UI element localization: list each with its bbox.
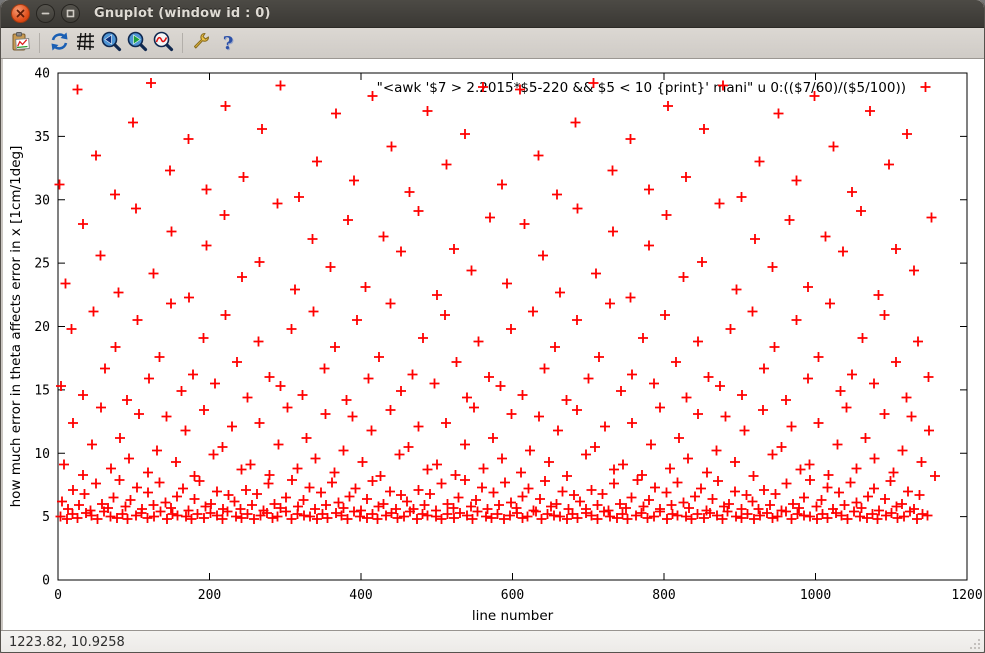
y-tick-label: 30	[34, 193, 50, 208]
zoom-next-button[interactable]	[124, 30, 150, 56]
plot-key-title: "<awk '$7 > 2.2015*$5-220 && $5 < 10 {pr…	[377, 80, 906, 96]
y-tick-label: 10	[34, 447, 50, 462]
zoom-previous-icon	[101, 31, 122, 55]
autoscale-button[interactable]	[150, 30, 176, 56]
help-icon: ?	[223, 33, 234, 54]
cursor-coordinates: 1223.82, 10.9258	[9, 635, 125, 650]
x-tick-label: 400	[349, 588, 372, 603]
autoscale-icon	[153, 31, 174, 55]
x-tick-label: 0	[54, 588, 62, 603]
toolbar-separator	[39, 33, 40, 53]
minimize-icon	[41, 9, 50, 18]
x-tick-label: 800	[652, 588, 675, 603]
help-button[interactable]: ?	[215, 30, 241, 56]
status-bar: 1223.82, 10.9258	[1, 630, 984, 653]
zoom-previous-button[interactable]	[98, 30, 124, 56]
plot-canvas[interactable]: 0 200 400 600 800 1000 1200 0 5 10 15 20 25 30 35 40 "<a…	[1, 59, 985, 630]
copy-plot-to-clipboard-icon	[10, 31, 31, 55]
close-icon	[16, 9, 25, 18]
y-tick-label: 15	[34, 383, 50, 398]
title-bar[interactable]: Gnuplot (window id : 0)	[1, 0, 984, 28]
resize-grip[interactable]	[968, 637, 982, 651]
toolbar: ?	[1, 28, 984, 59]
minimize-button[interactable]	[36, 4, 55, 23]
x-tick-label: 200	[198, 588, 221, 603]
y-tick-label: 25	[34, 257, 50, 272]
copy-to-clipboard-button[interactable]	[7, 30, 33, 56]
x-axis-label: line number	[472, 608, 554, 624]
y-tick-label: 5	[42, 510, 50, 525]
y-tick-label: 0	[42, 574, 50, 589]
y-axis-label: how much error in theta affects error in…	[8, 146, 24, 508]
y-tick-label: 35	[34, 130, 50, 145]
toggle-grid-button[interactable]	[72, 30, 98, 56]
plot-svg: 0 200 400 600 800 1000 1200 0 5 10 15 20 25 30 35 40 "<a…	[3, 59, 984, 630]
x-tick-label: 1000	[800, 588, 831, 603]
replot-button[interactable]	[46, 30, 72, 56]
maximize-icon	[66, 9, 75, 18]
window-buttons	[11, 4, 80, 23]
zoom-next-icon	[127, 31, 148, 55]
configure-button[interactable]	[189, 30, 215, 56]
toolbar-separator	[182, 33, 183, 53]
y-tick-label: 20	[34, 320, 50, 335]
window-title: Gnuplot (window id : 0)	[94, 6, 271, 21]
configure-wrench-icon	[192, 31, 213, 55]
scatter-points	[55, 78, 941, 524]
toggle-grid-icon	[75, 31, 96, 55]
close-button[interactable]	[11, 4, 30, 23]
x-tick-label: 1200	[951, 588, 982, 603]
x-tick-label: 600	[501, 588, 524, 603]
y-tick-label: 40	[34, 67, 50, 82]
replot-refresh-icon	[49, 31, 70, 55]
gnuplot-window: Gnuplot (window id : 0)	[0, 0, 985, 653]
maximize-button[interactable]	[61, 4, 80, 23]
